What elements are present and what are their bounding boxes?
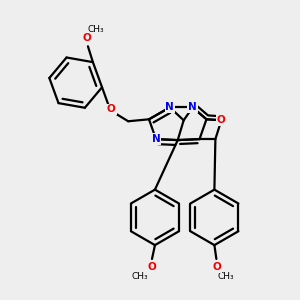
Text: O: O <box>82 33 91 43</box>
Text: O: O <box>107 104 116 114</box>
Text: O: O <box>217 115 226 125</box>
Text: N: N <box>165 102 174 112</box>
Text: N: N <box>152 134 160 144</box>
Text: CH₃: CH₃ <box>218 272 235 281</box>
Text: CH₃: CH₃ <box>132 272 148 281</box>
Text: O: O <box>212 262 221 272</box>
Text: N: N <box>188 102 197 112</box>
Text: O: O <box>148 262 156 272</box>
Text: CH₃: CH₃ <box>88 25 104 34</box>
